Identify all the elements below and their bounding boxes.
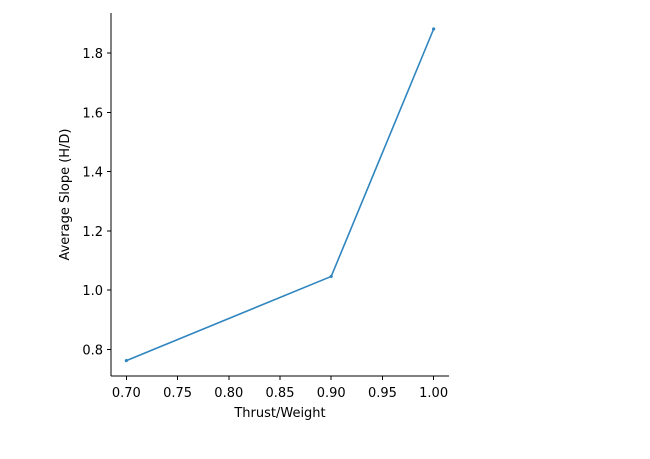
y-tick-label: 1.2 [82, 225, 103, 240]
y-tick-label: 1.4 [82, 166, 103, 181]
x-tick-label: 0.90 [317, 386, 346, 401]
x-tick-label: 0.80 [214, 386, 243, 401]
x-tick-label: 0.70 [112, 386, 141, 401]
y-tick-label: 0.8 [82, 343, 103, 358]
axes [110, 13, 449, 377]
data-point [432, 27, 436, 31]
x-tick-label: 0.75 [163, 386, 192, 401]
y-tick-label: 1.0 [82, 284, 103, 299]
y-tick-label: 1.6 [82, 106, 103, 121]
series-line [126, 28, 435, 362]
x-tick-label: 0.95 [368, 386, 397, 401]
y-tick-label: 1.8 [82, 47, 103, 62]
x-tick-label: 0.85 [266, 386, 295, 401]
y-axis-label: Average Slope (H/D) [58, 128, 73, 260]
data-point [124, 358, 128, 363]
plot-area [124, 27, 436, 363]
data-point [329, 274, 333, 279]
x-tick-label: 1.00 [419, 386, 448, 401]
x-axis-label: Thrust/Weight [233, 406, 325, 421]
x-ticks: 0.70 0.75 0.80 0.85 0.90 0.95 1.00 [112, 376, 448, 401]
y-ticks: 0.8 1.0 1.2 1.4 1.6 1.8 [82, 47, 111, 358]
